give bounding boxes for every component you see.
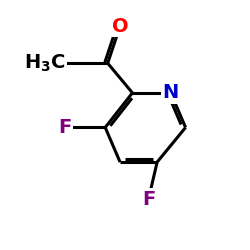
Text: O: O <box>112 16 128 36</box>
Text: N: N <box>162 83 179 102</box>
Text: F: F <box>58 118 71 137</box>
Text: F: F <box>142 190 155 209</box>
Text: $\mathregular{H_3C}$: $\mathregular{H_3C}$ <box>24 52 66 74</box>
